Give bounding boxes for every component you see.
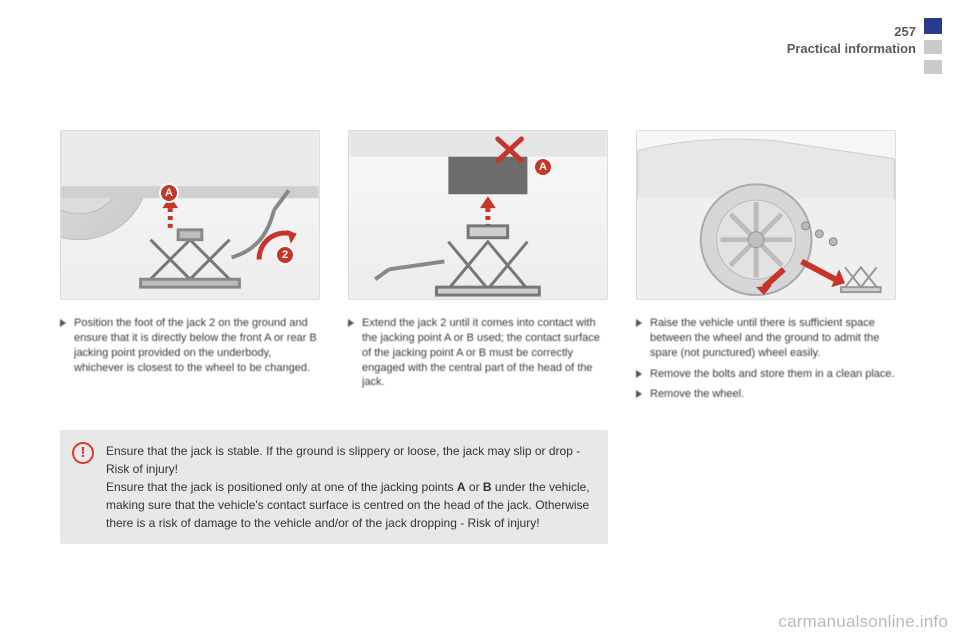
jack-contact-illustration: [349, 131, 607, 299]
page-header: 257 Practical information: [787, 24, 916, 56]
jack-position-illustration: [61, 131, 319, 299]
instruction-item: Position the foot of the jack 2 on the g…: [60, 316, 320, 375]
figure-row: A 2: [60, 130, 916, 300]
figure-jack-position: A 2: [60, 130, 320, 300]
instruction-item: Remove the wheel.: [636, 387, 896, 402]
instruction-item: Extend the jack 2 until it comes into co…: [348, 316, 608, 390]
warning-line-2: Ensure that the jack is positioned only …: [106, 478, 594, 532]
figure-remove-wheel: [636, 130, 896, 300]
callout-2: 2: [277, 247, 293, 263]
warning-box: Ensure that the jack is stable. If the g…: [60, 430, 608, 544]
figure-jack-contact: A: [348, 130, 608, 300]
page-number: 257: [787, 24, 916, 39]
caption-row: Position the foot of the jack 2 on the g…: [60, 316, 916, 408]
callout-a: A: [535, 159, 551, 175]
callout-a: A: [161, 185, 177, 201]
remove-wheel-illustration: [637, 131, 895, 299]
caption-col-2: Extend the jack 2 until it comes into co…: [348, 316, 608, 408]
warning-line-1: Ensure that the jack is stable. If the g…: [106, 442, 594, 478]
instruction-item: Raise the vehicle until there is suffici…: [636, 316, 896, 361]
caption-col-1: Position the foot of the jack 2 on the g…: [60, 316, 320, 408]
watermark: carmanualsonline.info: [778, 612, 948, 632]
caption-col-3: Raise the vehicle until there is suffici…: [636, 316, 896, 408]
warning-icon: [72, 442, 94, 464]
manual-page: 257 Practical information: [0, 0, 960, 640]
section-title: Practical information: [787, 41, 916, 56]
instruction-item: Remove the bolts and store them in a cle…: [636, 367, 896, 382]
edge-tab: [924, 18, 942, 74]
